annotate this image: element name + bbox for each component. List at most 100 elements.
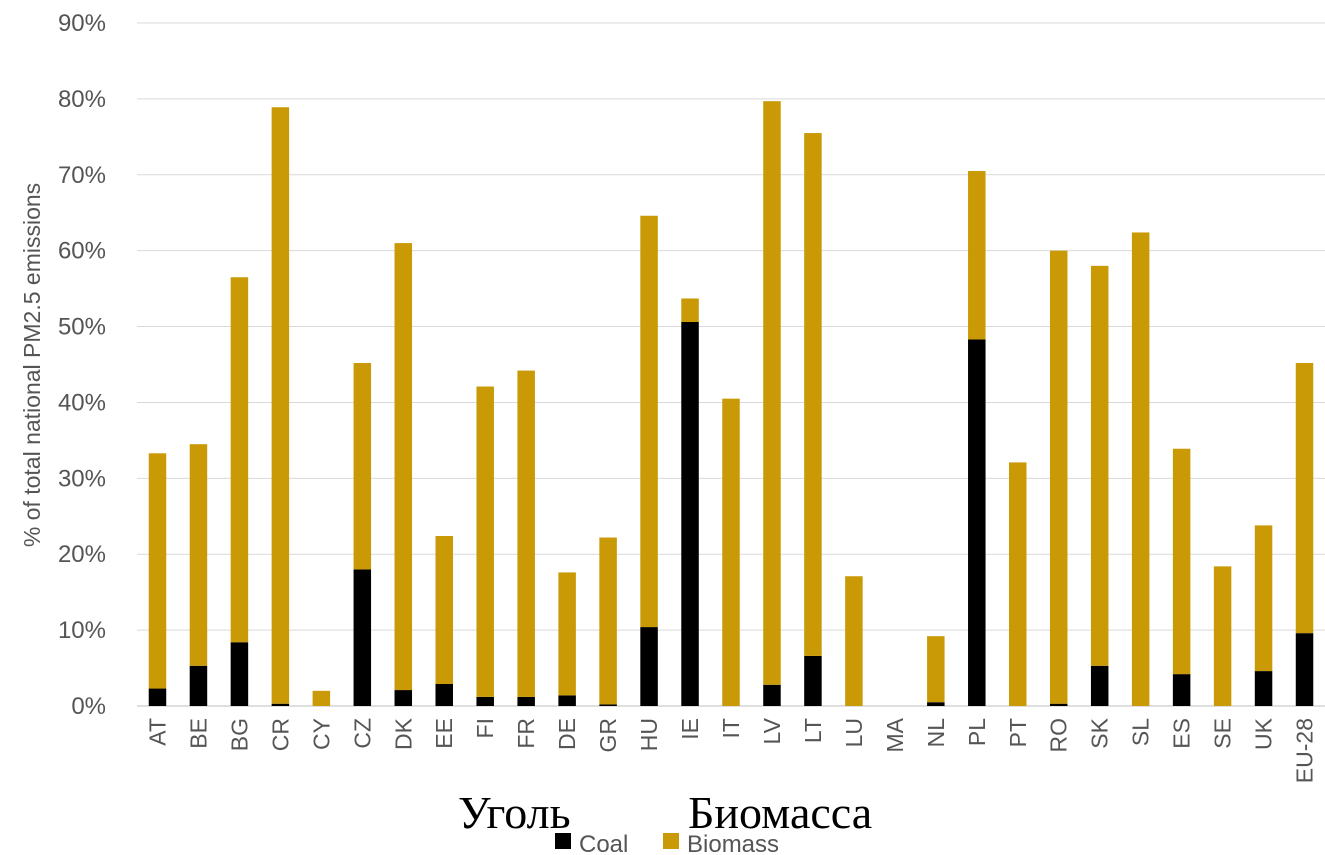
bar-biomass-fr <box>517 370 535 697</box>
bar-coal-uk <box>1254 671 1273 706</box>
bar-coal-fr <box>517 696 535 706</box>
bar-coal-at <box>148 688 167 706</box>
bar-coal-de <box>558 695 576 706</box>
x-tick-label: GR <box>595 718 621 753</box>
bar-biomass-pl <box>968 170 986 340</box>
bar-biomass-sl <box>1131 232 1150 706</box>
y-tick-label: 30% <box>58 465 106 492</box>
bar-biomass-pt <box>1009 462 1027 706</box>
x-tick-label: RO <box>1046 718 1072 753</box>
y-tick-label: 0% <box>71 693 106 720</box>
x-tick-label: SK <box>1087 717 1113 748</box>
x-tick-label: HU <box>636 718 662 751</box>
legend-swatch-biomass <box>663 833 679 849</box>
x-tick-label: FI <box>472 718 498 738</box>
y-tick-label: 50% <box>58 314 106 341</box>
y-tick-label: 10% <box>58 617 106 644</box>
bar-biomass-dk <box>394 243 413 691</box>
overlay-biomass-label: Биомасса <box>688 787 873 838</box>
bar-coal-ee <box>435 683 453 706</box>
bar-coal-nl <box>927 702 945 706</box>
x-tick-label: CR <box>267 718 293 751</box>
bar-coal-cz <box>353 569 372 706</box>
bar-biomass-uk <box>1254 525 1273 672</box>
legend-swatch-coal <box>555 833 571 849</box>
y-tick-label: 80% <box>58 86 106 113</box>
bar-biomass-nl <box>927 636 945 703</box>
x-tick-label: LU <box>841 718 867 747</box>
bar-biomass-ro <box>1049 250 1068 704</box>
x-tick-label: BG <box>226 718 252 751</box>
x-tick-label: DE <box>554 718 580 750</box>
bar-coal-fi <box>476 696 494 706</box>
bar-coal-es <box>1172 674 1191 706</box>
bar-biomass-es <box>1172 448 1191 675</box>
bars <box>148 101 1314 706</box>
x-tick-label: SE <box>1210 718 1236 749</box>
x-tick-label: CY <box>308 718 334 750</box>
bar-coal-ro <box>1049 703 1068 706</box>
bar-biomass-lu <box>845 576 863 706</box>
bar-biomass-gr <box>599 537 617 705</box>
bar-coal-lv <box>763 684 781 706</box>
x-tick-label: UK <box>1251 717 1277 750</box>
x-axis-ticks: AT BE BG CR CY CZ DK EE FI FR DE GR HU IE IT LV LT LU MA NL… <box>144 717 1317 783</box>
bar-biomass-se <box>1213 566 1232 706</box>
bar-biomass-fi <box>476 386 494 697</box>
bar-biomass-be <box>189 444 208 666</box>
x-tick-label: LT <box>800 718 826 743</box>
x-tick-label: IT <box>718 718 744 738</box>
bar-biomass-bg <box>230 277 249 643</box>
x-tick-label: BE <box>185 718 211 749</box>
x-tick-label: AT <box>144 718 170 746</box>
y-axis-ticks: 0% 10% 20% 30% 40% 50% 60% 70% 80% 90% <box>58 10 106 720</box>
bar-biomass-ee <box>435 536 453 684</box>
bar-biomass-at <box>148 453 167 689</box>
y-tick-label: 90% <box>58 10 106 37</box>
bar-coal-lt <box>804 655 822 706</box>
x-tick-label: FR <box>513 718 539 749</box>
bar-biomass-sk <box>1090 265 1109 666</box>
bar-biomass-eu-28 <box>1295 362 1314 634</box>
x-tick-label: MA <box>882 717 908 752</box>
bar-biomass-lt <box>804 133 822 656</box>
bar-biomass-de <box>558 572 576 696</box>
x-tick-label: LV <box>759 717 785 744</box>
bar-coal-sk <box>1090 665 1109 706</box>
bar-biomass-ie <box>681 298 699 323</box>
x-tick-label: PL <box>964 718 990 746</box>
bar-biomass-cr <box>271 107 290 704</box>
x-tick-label: PT <box>1005 718 1031 747</box>
x-tick-label: SL <box>1128 718 1154 746</box>
y-tick-label: 20% <box>58 541 106 568</box>
x-tick-label: ES <box>1169 718 1195 749</box>
bar-biomass-hu <box>640 215 658 628</box>
legend-label-biomass: Biomass <box>687 831 779 855</box>
x-tick-label: CZ <box>349 718 375 749</box>
bar-coal-ie <box>681 322 699 706</box>
y-tick-label: 40% <box>58 389 106 416</box>
legend: Coal Biomass <box>555 831 779 855</box>
bar-biomass-it <box>722 398 740 706</box>
x-tick-label: DK <box>390 717 416 750</box>
bar-biomass-cy <box>312 690 331 706</box>
bar-coal-cr <box>271 703 290 706</box>
y-tick-label: 60% <box>58 238 106 265</box>
bar-coal-pl <box>968 339 986 706</box>
y-tick-label: 70% <box>58 162 106 189</box>
x-tick-label: EE <box>431 718 457 749</box>
bar-coal-hu <box>640 627 658 706</box>
legend-label-coal: Coal <box>579 831 628 855</box>
bar-biomass-lv <box>763 101 781 685</box>
bar-coal-be <box>189 665 208 706</box>
bar-coal-bg <box>230 642 249 706</box>
x-tick-label: NL <box>923 718 949 748</box>
y-axis-label: % of total national PM2.5 emissions <box>19 183 45 547</box>
bar-coal-gr <box>599 704 617 706</box>
bar-coal-dk <box>394 690 413 706</box>
overlay-coal-label: Уголь <box>458 787 571 838</box>
x-tick-label: IE <box>677 718 703 740</box>
bar-coal-eu-28 <box>1295 633 1314 706</box>
bar-biomass-cz <box>353 362 372 570</box>
